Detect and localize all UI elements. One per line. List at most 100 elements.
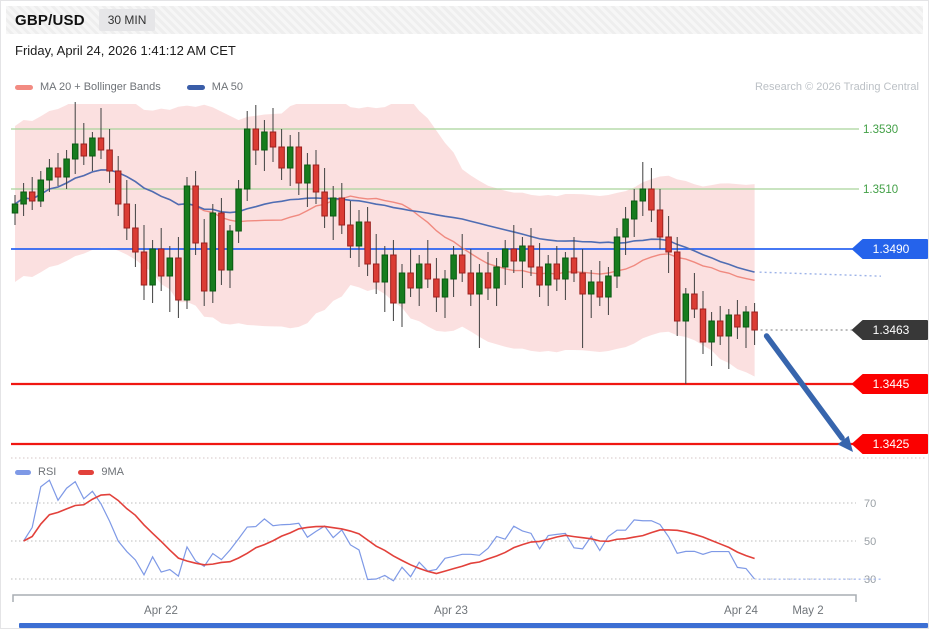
candle-body[interactable] (605, 275, 612, 298)
candle-body[interactable] (295, 146, 303, 184)
candle-body[interactable] (493, 266, 500, 289)
candle-body[interactable] (63, 158, 70, 178)
candle-body[interactable] (89, 137, 96, 157)
candle-body[interactable] (269, 131, 277, 148)
candle-body[interactable] (708, 320, 715, 343)
candle-body[interactable] (742, 311, 750, 328)
candles[interactable] (11, 102, 758, 384)
candle-body[interactable] (536, 266, 543, 286)
candle-body[interactable] (424, 263, 432, 280)
candle-body[interactable] (132, 227, 139, 253)
candle-body[interactable] (596, 281, 604, 298)
candle-body[interactable] (519, 245, 526, 262)
candle-body[interactable] (716, 320, 724, 337)
candle-body[interactable] (544, 263, 552, 286)
candle-body[interactable] (329, 197, 337, 217)
candle-body[interactable] (527, 245, 535, 268)
timeline-scrollbar[interactable] (19, 623, 928, 628)
candle-body[interactable] (200, 242, 208, 292)
candle-body[interactable] (484, 272, 492, 289)
candle-body[interactable] (501, 248, 509, 268)
legend-label: MA 20 + Bollinger Bands (40, 81, 161, 93)
candle-body[interactable] (149, 248, 156, 286)
candle-body[interactable] (106, 149, 113, 172)
candle-body[interactable] (71, 143, 79, 160)
candle-body[interactable] (97, 137, 105, 151)
candle-body[interactable] (54, 167, 62, 178)
candle-body[interactable] (630, 200, 638, 220)
candle-body[interactable] (338, 197, 346, 226)
candle-body[interactable] (579, 272, 586, 295)
candle-body[interactable] (157, 248, 165, 277)
candle-body[interactable] (114, 170, 122, 205)
candle-body[interactable] (218, 212, 225, 271)
candle-body[interactable] (243, 128, 251, 190)
candle-body[interactable] (355, 221, 363, 247)
candle-body[interactable] (450, 254, 457, 280)
candle-body[interactable] (639, 188, 647, 202)
candle-body[interactable] (80, 143, 88, 157)
candle-body[interactable] (699, 308, 707, 343)
candle-body[interactable] (28, 191, 36, 202)
candle-body[interactable] (433, 278, 440, 298)
candle-body[interactable] (183, 185, 191, 301)
candle-body[interactable] (648, 188, 655, 211)
candle-body[interactable] (381, 254, 389, 283)
candle-body[interactable] (570, 257, 578, 274)
candle-body[interactable] (46, 167, 53, 181)
candle-body[interactable] (321, 191, 328, 217)
candle-body[interactable] (415, 263, 423, 289)
ma50-legend-swatch (186, 84, 205, 90)
candle-body[interactable] (252, 128, 260, 151)
candle-body[interactable] (510, 248, 518, 262)
candle-body[interactable] (278, 146, 285, 169)
rsi-legend-swatch (15, 469, 31, 475)
candle-body[interactable] (209, 212, 217, 292)
candle-body[interactable] (312, 164, 320, 193)
candle-body[interactable] (192, 185, 199, 244)
candle-body[interactable] (622, 218, 629, 238)
candle-body[interactable] (11, 203, 19, 214)
legend-label: MA 50 (211, 81, 243, 93)
candle-body[interactable] (458, 254, 466, 274)
candle-body[interactable] (398, 272, 406, 304)
candle-body[interactable] (235, 188, 242, 232)
candle-body[interactable] (441, 278, 449, 298)
candle-body[interactable] (20, 191, 27, 205)
candle-body[interactable] (123, 203, 131, 229)
price-badge-label: 1.3445 (873, 377, 910, 391)
time-axis-bracket[interactable] (12, 594, 857, 602)
candle-body[interactable] (286, 146, 294, 169)
candle-body[interactable] (691, 293, 698, 310)
candle-body[interactable] (467, 272, 475, 295)
candle-body[interactable] (682, 293, 690, 322)
candle-body[interactable] (613, 236, 621, 277)
candle-body[interactable] (725, 314, 733, 337)
candle-body[interactable] (261, 131, 268, 151)
candle-body[interactable] (347, 224, 354, 247)
candle-body[interactable] (37, 179, 45, 202)
price-badge-label: 1.3425 (873, 437, 910, 451)
candle-body[interactable] (226, 230, 234, 271)
interval-badge[interactable]: 30 MIN (98, 9, 156, 31)
candle-body[interactable] (553, 263, 561, 280)
candle-body[interactable] (175, 257, 182, 301)
candle-body[interactable] (364, 221, 371, 265)
candle-body[interactable] (656, 209, 664, 238)
candle-body[interactable] (407, 272, 414, 289)
price-badge-shape (852, 434, 928, 454)
candle-body[interactable] (562, 257, 569, 280)
candle-body[interactable] (751, 311, 758, 331)
candle-body[interactable] (734, 314, 741, 328)
candle-body[interactable] (140, 251, 148, 286)
candle-body[interactable] (665, 236, 672, 253)
candle-body[interactable] (587, 281, 595, 295)
candle-body[interactable] (476, 272, 483, 295)
candle-body[interactable] (390, 254, 397, 304)
candle-body[interactable] (166, 257, 174, 277)
candle-body[interactable] (304, 164, 311, 184)
candle-body[interactable] (673, 251, 681, 322)
candle-body[interactable] (372, 263, 380, 283)
rsi-legend: RSI 9MA (15, 466, 146, 478)
